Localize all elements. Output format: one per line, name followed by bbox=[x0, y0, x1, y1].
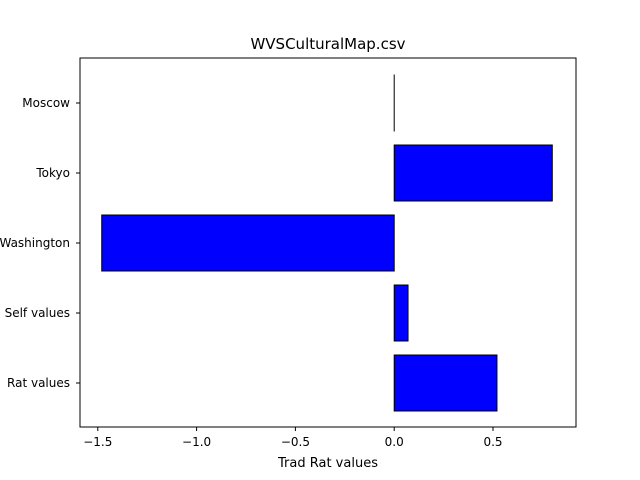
bar-tokyo bbox=[393, 144, 553, 202]
y-axis: Rat values Self values Washington Tokyo Mosc… bbox=[0, 96, 80, 390]
x-tick-label: −1.5 bbox=[83, 435, 112, 449]
y-tick-label: Washington bbox=[0, 236, 70, 250]
y-tick-label: Moscow bbox=[22, 96, 70, 110]
x-tick-label: 0.5 bbox=[483, 435, 502, 449]
chart-title: WVSCulturalMap.csv bbox=[250, 35, 405, 53]
bar-washington bbox=[101, 214, 395, 272]
x-tick-label: −0.5 bbox=[281, 435, 310, 449]
x-axis-label: Trad Rat values bbox=[277, 456, 378, 471]
bar-rat-values bbox=[393, 354, 498, 412]
y-tick-label: Tokyo bbox=[35, 166, 70, 180]
x-axis: −1.5 −1.0 −0.5 0.0 0.5 bbox=[83, 427, 503, 449]
x-tick-label: 0.0 bbox=[385, 435, 404, 449]
plot-frame bbox=[79, 57, 577, 428]
y-tick-label: Rat values bbox=[7, 376, 70, 390]
bar-self-values bbox=[393, 284, 409, 342]
x-tick-label: −1.0 bbox=[182, 435, 211, 449]
bars-group bbox=[101, 74, 553, 412]
y-tick-label: Self values bbox=[5, 306, 70, 320]
